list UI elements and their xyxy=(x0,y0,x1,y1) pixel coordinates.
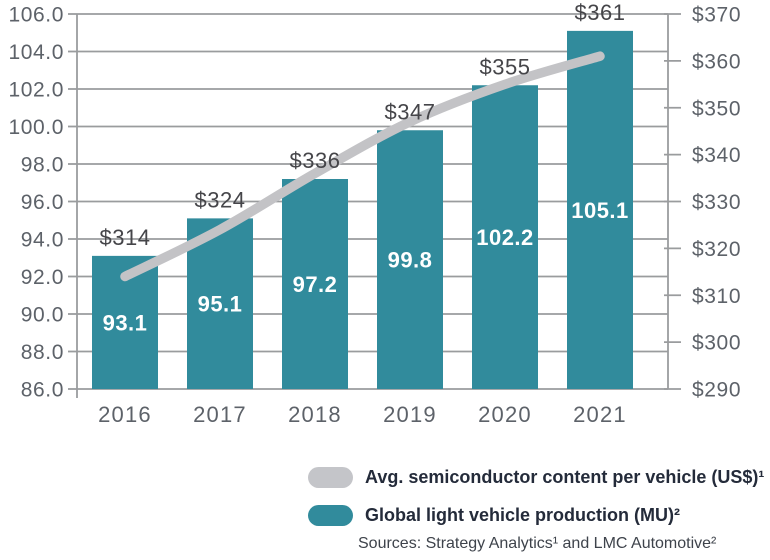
line-value-label: $336 xyxy=(290,148,341,173)
line-value-label: $314 xyxy=(100,225,151,250)
right-axis-tick-label: $310 xyxy=(692,285,741,308)
x-axis-category-label: 2021 xyxy=(573,402,627,427)
left-axis-tick-label: 90.0 xyxy=(21,304,64,327)
x-axis-category-label: 2019 xyxy=(383,402,437,427)
x-axis-category-label: 2017 xyxy=(193,402,247,427)
line-value-label: $347 xyxy=(385,99,436,124)
right-axis-tick-label: $330 xyxy=(692,191,741,214)
line-value-label: $361 xyxy=(575,0,626,25)
chart-svg: 86.0 88.0 90.0 92.0 94.0 96.0 98.0 100.0 102.0 10… xyxy=(8,0,741,427)
bar xyxy=(567,30,633,389)
right-axis-tick-label: $350 xyxy=(692,97,741,120)
right-axis-tick-label: $340 xyxy=(692,144,741,167)
bar-value-label: 95.1 xyxy=(198,292,243,317)
right-axis-tick-label: $290 xyxy=(692,379,741,402)
bar-value-label: 102.2 xyxy=(476,225,534,250)
bar xyxy=(187,218,253,389)
line-value-label: $324 xyxy=(195,187,246,212)
legend-item-bar: Global light vehicle production (MU)² xyxy=(308,504,680,526)
bar-value-label: 97.2 xyxy=(293,272,338,297)
bar-value-label: 105.1 xyxy=(571,198,629,223)
left-axis-tick-label: 104.0 xyxy=(8,41,64,64)
legend-item-line: Avg. semiconductor content per vehicle (… xyxy=(308,466,764,488)
bar xyxy=(282,179,348,389)
left-axis-tick-label: 86.0 xyxy=(21,379,64,402)
left-axis-tick-label: 100.0 xyxy=(8,116,64,139)
left-axis-tick-label: 94.0 xyxy=(21,229,64,252)
bar-legend-swatch-icon xyxy=(308,504,353,526)
bar xyxy=(377,130,443,389)
bar-legend-label: Global light vehicle production (MU)² xyxy=(365,504,680,525)
bar-value-label: 93.1 xyxy=(103,310,148,335)
right-axis-tick-label: $320 xyxy=(692,238,741,261)
left-axis-tick-label: 106.0 xyxy=(8,4,64,27)
left-axis-tick-label: 98.0 xyxy=(21,154,64,177)
sources-note: Sources: Strategy Analytics¹ and LMC Aut… xyxy=(358,535,717,552)
right-axis-tick-label: $300 xyxy=(692,332,741,355)
right-axis-tick-label: $360 xyxy=(692,50,741,73)
left-axis-tick-label: 96.0 xyxy=(21,191,64,214)
left-axis-tick-label: 92.0 xyxy=(21,266,64,289)
line-legend-swatch-icon xyxy=(308,466,353,488)
line-value-label: $355 xyxy=(480,54,531,79)
line-legend-label: Avg. semiconductor content per vehicle (… xyxy=(365,466,765,487)
bar-value-label: 99.8 xyxy=(388,248,433,273)
line-series xyxy=(120,51,605,282)
x-axis-category-label: 2020 xyxy=(478,402,532,427)
right-axis-tick-label: $370 xyxy=(692,4,741,27)
bar xyxy=(472,85,538,389)
left-axis-tick-label: 102.0 xyxy=(8,79,64,102)
x-axis-category-label: 2016 xyxy=(98,402,152,427)
x-axis-category-label: 2018 xyxy=(288,402,342,427)
left-axis-tick-label: 88.0 xyxy=(21,341,64,364)
